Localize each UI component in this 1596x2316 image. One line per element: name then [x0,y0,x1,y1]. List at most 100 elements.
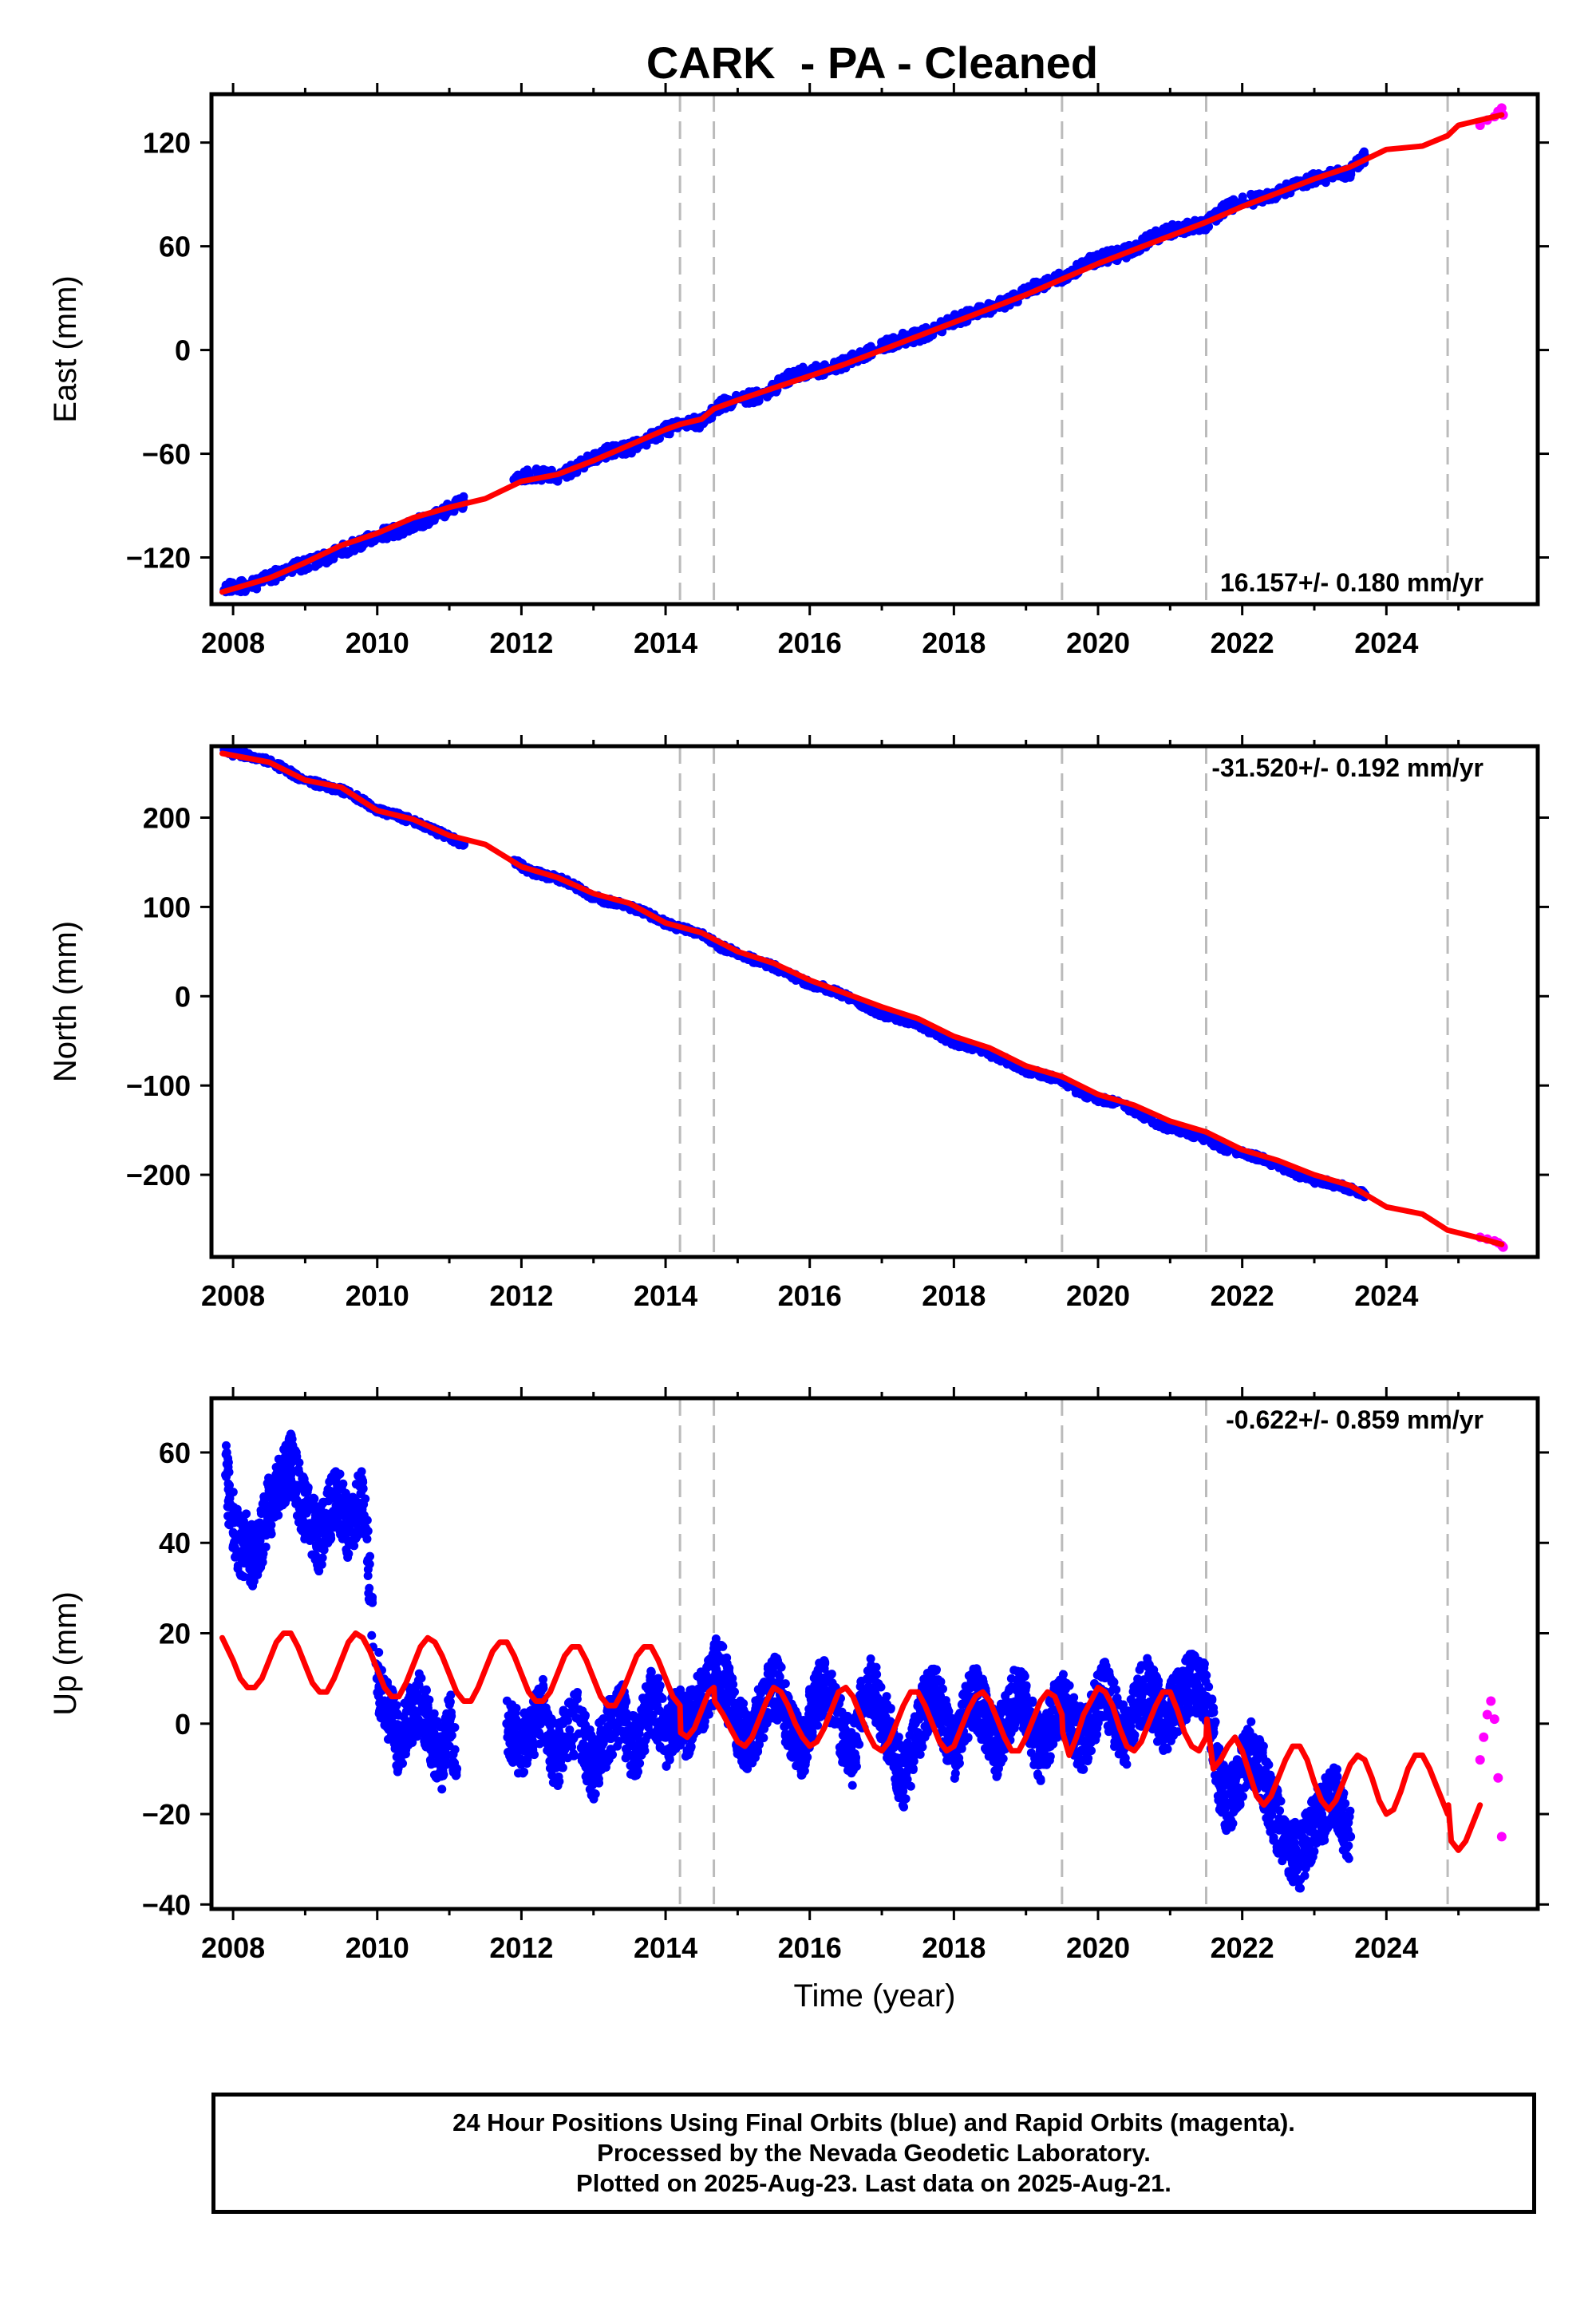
final-orbit-point [916,1022,926,1032]
x-tick-label: 2022 [1211,1279,1274,1312]
plot-area-east [219,94,1508,604]
final-orbit-point [311,1551,321,1560]
final-orbit-point [715,944,725,954]
final-orbit-point [426,1760,436,1769]
final-orbit-point [1238,192,1247,202]
x-tick-label: 2018 [922,1279,986,1312]
final-orbit-point [303,1484,313,1494]
final-orbit-point [417,1674,426,1683]
final-orbit-point [596,1746,606,1756]
final-orbit-point [572,1690,582,1700]
final-orbit-point [539,1683,548,1693]
x-tick-label: 2020 [1066,626,1130,659]
final-orbit-point [338,1534,347,1543]
final-orbit-point [426,1727,436,1737]
final-orbit-point [1223,1147,1232,1156]
final-orbit-point [1112,244,1122,254]
final-orbit-point [272,1491,282,1500]
final-orbit-point [517,1757,527,1767]
final-orbit-point [330,1468,339,1478]
final-orbit-point [259,1549,268,1559]
final-orbit-point [511,1708,520,1717]
final-orbit-point [755,1732,764,1741]
final-orbit-point [654,1682,664,1692]
final-orbit-point [877,1010,887,1019]
panel-up: 2008 2010 2012 2014 2016 2018 2020 2022 2024−40−… [48,1387,1549,2014]
final-orbit-point [294,1464,303,1474]
final-orbit-point [374,1648,384,1658]
x-tick-label: 2010 [346,626,409,659]
final-orbit-point [749,1752,758,1761]
panels-container: 2008 2010 2012 2014 2016 2018 2020 2022 2024−120… [48,83,1549,2014]
final-orbit-point [539,465,549,475]
final-orbit-point [396,1748,405,1757]
final-orbit-point [1061,1081,1071,1090]
y-tick-label: 60 [159,231,191,263]
final-orbit-point [736,1696,745,1705]
final-orbit-point [565,1725,575,1735]
final-orbit-point [563,1716,572,1725]
final-orbit-point [654,1706,664,1716]
final-orbit-point [658,1694,667,1703]
final-orbit-point [390,1708,400,1717]
final-orbit-point [774,374,784,384]
final-orbit-point [419,1686,429,1695]
final-orbit-point [569,1749,579,1758]
x-tick-label: 2012 [489,1279,553,1312]
final-orbit-point [353,1529,362,1539]
x-tick-label: 2016 [778,1279,842,1312]
final-orbit-point [326,1534,336,1543]
final-orbit-point [438,1771,448,1780]
final-orbit-point [1077,259,1087,269]
final-orbit-point [358,1484,368,1494]
final-orbit-point [414,520,424,529]
final-orbit-point [762,1718,772,1728]
final-orbit-point [221,1441,231,1450]
rate-label: -31.520+/- 0.192 mm/yr [1211,753,1483,782]
x-tick-label: 2018 [922,626,986,659]
final-orbit-point [245,1572,255,1582]
final-orbit-point [318,1553,327,1563]
final-orbit-point [352,1519,361,1528]
final-orbit-point [791,975,800,985]
final-orbit-point [613,1741,622,1751]
final-orbit-point [538,1674,547,1684]
final-orbit-point [865,343,875,353]
final-orbit-point [309,1525,318,1535]
final-orbit-point [620,1701,630,1710]
final-orbit-point [632,1769,642,1778]
final-orbit-point [266,1526,275,1535]
final-orbit-point [424,1717,433,1727]
x-tick-label: 2008 [201,1279,265,1312]
final-orbit-point [604,1750,614,1760]
final-orbit-point [259,1492,269,1501]
final-orbit-point [734,1717,744,1726]
final-orbit-point [236,1571,246,1580]
x-tick-label: 2014 [634,626,697,659]
final-orbit-point [1207,1139,1217,1148]
final-orbit-point [665,1753,674,1763]
final-orbit-point [253,1570,263,1579]
final-orbit-point [682,1748,692,1757]
final-orbit-point [717,395,726,405]
final-orbit-point [228,1541,238,1551]
final-orbit-point [429,1709,439,1718]
y-tick-label: −120 [126,542,191,575]
final-orbit-point [351,1480,361,1489]
final-orbit-point [648,1717,658,1726]
final-orbit-point [365,1596,374,1606]
y-axis-label: East (mm) [48,275,83,422]
final-orbit-point [567,1737,576,1747]
x-tick-label: 2010 [346,1279,409,1312]
final-orbit-point [748,1758,757,1768]
y-tick-label: −200 [126,1159,191,1192]
final-orbit-point [596,1717,606,1726]
final-orbit-point [243,1542,252,1551]
final-orbit-point [662,1761,671,1770]
final-orbit-point [286,1458,296,1468]
final-orbit-point [380,1721,389,1730]
final-orbit-point [578,1706,587,1716]
final-orbit-point [423,1703,433,1713]
final-orbit-point [251,1556,261,1566]
final-orbit-point [1211,207,1221,216]
